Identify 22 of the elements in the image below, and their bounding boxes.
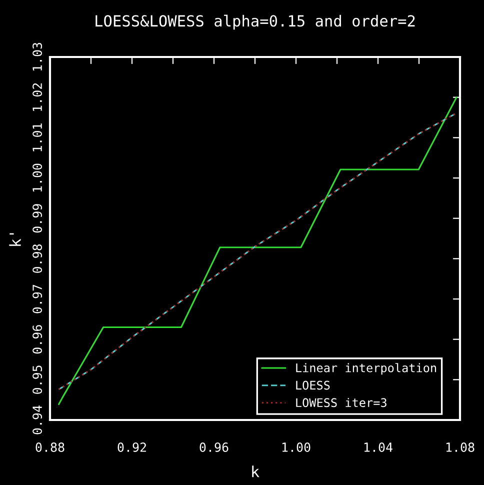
y-tick-label: 1.00 xyxy=(32,164,42,192)
x-tick-label: 1.00 xyxy=(282,442,310,452)
x-axis-title: k xyxy=(252,466,260,478)
legend-label: LOESS xyxy=(296,380,330,390)
x-tick-label: 0.92 xyxy=(118,442,146,452)
x-tick-label: 1.08 xyxy=(446,442,474,452)
y-tick-label: 1.03 xyxy=(32,42,42,71)
y-axis-title: k' xyxy=(9,233,21,246)
y-tick-label: 0.95 xyxy=(32,366,42,394)
x-tick-label: 0.96 xyxy=(200,442,228,452)
x-tick-label: 1.04 xyxy=(364,442,392,452)
x-tick-label: 0.88 xyxy=(36,442,64,452)
y-tick-label: 0.94 xyxy=(32,406,42,434)
legend-label: LOWESS iter=3 xyxy=(296,398,386,408)
y-tick-label: 0.98 xyxy=(32,244,42,273)
legend-label: Linear interpolation xyxy=(296,363,436,375)
y-tick-label: 0.99 xyxy=(32,204,42,233)
y-tick-label: 0.96 xyxy=(32,325,42,354)
y-tick-label: 0.97 xyxy=(32,284,42,314)
chart-title: LOESS&LOWESS alpha=0.15 and order=2 xyxy=(96,14,415,30)
y-tick-label: 1.02 xyxy=(32,83,42,111)
y-tick-label: 1.01 xyxy=(32,123,42,152)
